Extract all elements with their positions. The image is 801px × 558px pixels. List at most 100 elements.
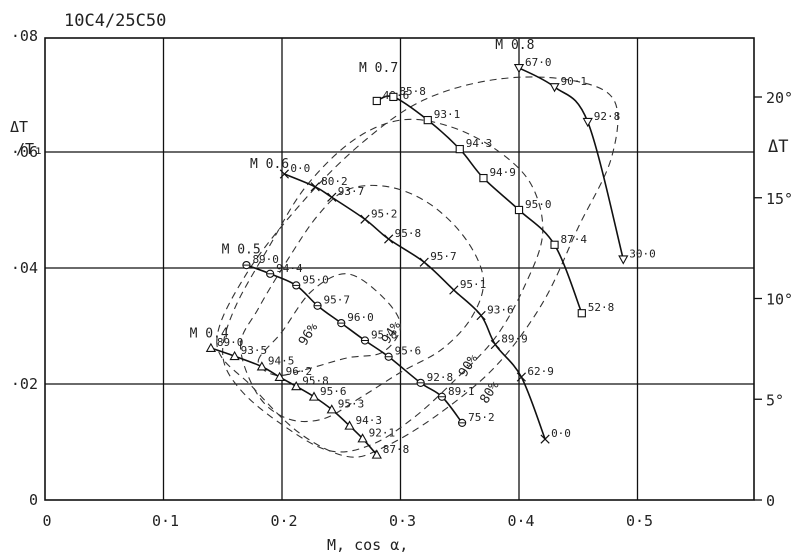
series-m-0-5: 89·094·495·095·796·095·895·692·889·175·2…: [222, 243, 495, 427]
point-label: 52·8: [588, 301, 615, 314]
point-label: 95·1: [460, 278, 487, 291]
marker-stroke: [419, 257, 429, 267]
efficiency-contour: [257, 273, 402, 377]
data-point-cross: [516, 372, 526, 382]
series-line: [210, 347, 378, 456]
data-point-triangle: [205, 342, 217, 352]
point-label: 95·8: [302, 374, 329, 387]
point-label: 89·0: [252, 253, 279, 266]
data-point-cross: [540, 434, 550, 444]
data-point-circle: [457, 418, 467, 427]
data-point-circle: [266, 269, 275, 278]
y-axis-label: ΔT/T₁: [10, 118, 43, 158]
data-point-square: [372, 96, 381, 106]
point-label: 93·7: [338, 185, 365, 198]
point-label: 90·1: [561, 75, 588, 88]
point-label: 89·1: [448, 385, 475, 398]
point-label: 87·8: [383, 443, 410, 456]
series-name-label: M 0.4: [190, 327, 229, 342]
gridlines: [45, 38, 754, 500]
series-name-label: M 0.7: [359, 61, 398, 76]
data-point-cross: [449, 285, 459, 295]
x-axis-label: M, cos α,: [327, 536, 408, 554]
point-label: 92·8: [594, 110, 621, 123]
data-point-circle: [337, 318, 346, 328]
series-name-label: M 0.5: [222, 243, 261, 258]
x-tick-label: 0·4: [507, 512, 534, 530]
data-point-cross: [327, 192, 337, 202]
point-label: 95·7: [430, 250, 457, 263]
point-label: 30·0: [629, 247, 656, 260]
data-point-triangle: [371, 449, 382, 459]
point-label: 0·0: [551, 427, 571, 440]
point-label: 93·1: [434, 108, 461, 121]
right-tick-label: 20°: [766, 89, 793, 107]
point-label: 93·6: [487, 304, 513, 317]
point-label: 95·8: [395, 227, 422, 240]
series-m-0-4: 89·093·594·596·295·895·695·394·392·187·8…: [190, 327, 410, 459]
data-point-circle: [416, 378, 425, 387]
data-point-square: [577, 309, 586, 318]
data-point-triangle-down: [618, 255, 629, 265]
point-label: 89·0: [217, 336, 244, 349]
data-point-cross: [310, 182, 320, 192]
y-tick-label: ·04: [11, 259, 38, 277]
contour-label: 96%: [296, 321, 321, 349]
point-label: 94·9: [489, 166, 516, 179]
data-point-cross: [360, 214, 370, 224]
data-point-triangle-down: [549, 83, 560, 93]
data-point-triangle-down: [513, 63, 525, 74]
x-tick-label: 0·5: [626, 512, 653, 530]
x-tick-label: 0·2: [270, 512, 297, 530]
right-axis-label: ΔT: [768, 137, 788, 157]
data-point-cross: [419, 257, 429, 267]
marker-stroke: [327, 192, 337, 202]
data-point-circle: [384, 352, 393, 361]
point-label: 96·2: [286, 365, 313, 378]
data-point-circle: [360, 336, 370, 345]
data-series: 89·093·594·596·295·895·695·394·392·187·8…: [190, 38, 656, 459]
marker-stroke: [516, 372, 526, 382]
point-label: 95·0: [525, 198, 552, 211]
x-tick-label: 0: [42, 512, 51, 530]
marker-stroke: [360, 214, 370, 224]
point-label: 94·3: [356, 414, 383, 427]
data-point-triangle: [256, 361, 267, 371]
data-point-square: [389, 92, 398, 102]
point-label: 95·0: [302, 273, 329, 286]
point-label: 67·0: [525, 56, 552, 69]
point-label: 75·2: [468, 411, 495, 424]
marker-stroke: [490, 339, 500, 350]
data-point-square: [455, 144, 464, 154]
y-tick-label: ·02: [11, 375, 38, 393]
series-m-0-6: 0·0 80·293·7 95·2 95·8 95·7 95·193·6 89·9 62·9 0…: [250, 157, 571, 444]
marker-stroke: [384, 234, 394, 244]
point-label: 94·4: [276, 262, 303, 275]
data-point-square: [479, 173, 488, 183]
axes: 0 0·1 0·2 0·3 0·4 0·5 0 ·02 ·04 ·06 ·08 0 5° 10° 15° 20…: [11, 27, 793, 530]
series-m-0-8: 67·0 90·1 92·8 30·0 M 0.8: [495, 38, 656, 265]
right-tick-label: 0: [766, 492, 775, 510]
series-line: [518, 67, 625, 260]
point-label: 92·1: [369, 427, 396, 440]
series-name-label: M 0.6: [250, 157, 289, 172]
point-label: 87·4: [561, 233, 588, 246]
data-point-cross: [476, 310, 486, 321]
chart-title: 10C4/25C50: [64, 11, 166, 31]
y-tick-label: 0: [29, 491, 38, 509]
data-point-square: [550, 240, 559, 249]
point-label: 89·9: [501, 333, 528, 346]
point-label: 95·6: [395, 345, 422, 358]
contour-label: 80%: [477, 379, 502, 407]
data-point-triangle: [326, 404, 337, 414]
data-point-triangle: [308, 391, 320, 401]
data-point-triangle: [274, 371, 285, 381]
series-name-label: M 0.8: [495, 38, 534, 53]
right-tick-label: 10°: [766, 291, 793, 309]
data-point-triangle: [291, 380, 302, 391]
x-tick-label: 0·1: [152, 512, 179, 530]
right-tick-label: 15°: [766, 190, 793, 208]
data-point-circle: [437, 392, 447, 401]
data-point-circle: [313, 301, 322, 310]
